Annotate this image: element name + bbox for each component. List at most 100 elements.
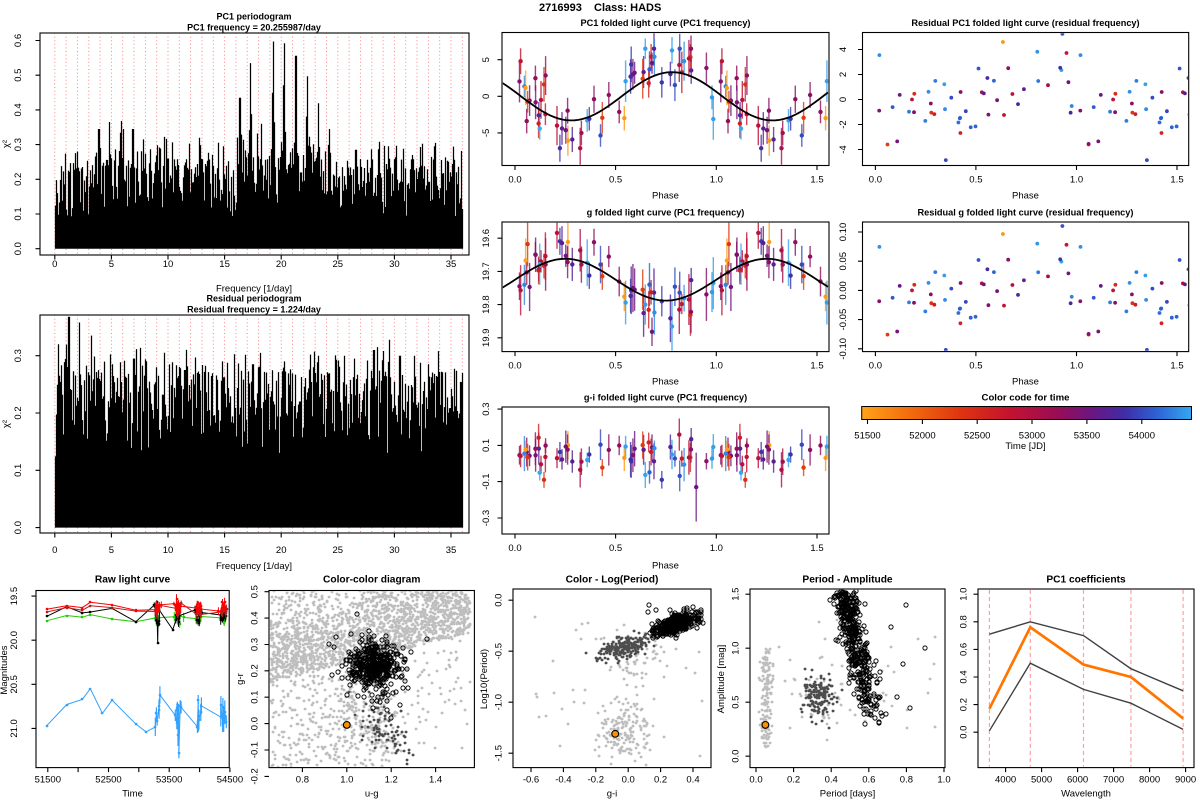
svg-text:0.0: 0.0	[508, 361, 521, 372]
svg-text:-0.4: -0.4	[555, 775, 571, 786]
svg-text:Color code for time: Color code for time	[982, 393, 1070, 404]
svg-text:PC1 folded light curve (PC1 fr: PC1 folded light curve (PC1 frequency)	[580, 18, 750, 28]
svg-text:1.4: 1.4	[429, 775, 442, 786]
svg-text:20: 20	[276, 259, 287, 270]
svg-text:Log10(Period): Log10(Period)	[479, 649, 490, 709]
svg-text:-1.0: -1.0	[494, 694, 505, 710]
svg-text:30: 30	[389, 259, 400, 270]
svg-text:0.05: 0.05	[838, 252, 849, 271]
svg-text:54500: 54500	[217, 775, 243, 786]
svg-text:0.2: 0.2	[13, 173, 24, 186]
svg-text:Raw light curve: Raw light curve	[95, 575, 171, 586]
svg-text:15: 15	[219, 545, 230, 556]
svg-text:0.00: 0.00	[838, 281, 849, 300]
svg-text:4: 4	[838, 47, 849, 52]
svg-text:19.8: 19.8	[481, 295, 492, 314]
svg-text:52500: 52500	[95, 775, 121, 786]
svg-text:0.8: 0.8	[900, 775, 913, 786]
svg-text:Phase: Phase	[652, 191, 679, 202]
svg-text:1.0: 1.0	[959, 588, 970, 601]
svg-text:Color - Log(Period): Color - Log(Period)	[566, 575, 659, 586]
svg-text:1.5: 1.5	[1170, 361, 1183, 372]
svg-text:0.4: 0.4	[250, 611, 261, 624]
svg-text:1.0: 1.0	[937, 775, 950, 786]
svg-text:0.2: 0.2	[787, 775, 800, 786]
svg-text:1.5: 1.5	[810, 543, 823, 554]
svg-text:Residual frequency = 1.224/day: Residual frequency = 1.224/day	[187, 305, 321, 315]
svg-text:-4: -4	[838, 145, 849, 153]
svg-text:-0.10: -0.10	[838, 338, 849, 360]
svg-text:g-r: g-r	[235, 673, 246, 685]
svg-text:0.8: 0.8	[296, 775, 309, 786]
svg-text:g-i: g-i	[607, 789, 618, 800]
svg-text:Amplitude [mag]: Amplitude [mag]	[716, 645, 727, 714]
svg-text:1.0: 1.0	[710, 543, 723, 554]
svg-text:0.0: 0.0	[508, 543, 521, 554]
svg-text:-0.2: -0.2	[250, 768, 261, 784]
svg-text:0.10: 0.10	[838, 223, 849, 242]
svg-text:1.5: 1.5	[810, 361, 823, 372]
svg-text:-0.6: -0.6	[523, 775, 539, 786]
svg-text:20.5: 20.5	[9, 675, 20, 694]
svg-text:PC1 coefficients: PC1 coefficients	[1046, 575, 1126, 586]
svg-text:0.1: 0.1	[250, 691, 261, 704]
svg-text:0.0: 0.0	[731, 750, 742, 763]
svg-text:1.0: 1.0	[1070, 175, 1083, 186]
svg-text:0.2: 0.2	[250, 664, 261, 677]
svg-text:PC1 frequency = 20.255987/day: PC1 frequency = 20.255987/day	[187, 23, 321, 33]
svg-text:0.4: 0.4	[959, 670, 970, 683]
svg-text:Residual g folded light curve: Residual g folded light curve (residual …	[918, 208, 1134, 218]
svg-text:0.0: 0.0	[622, 775, 635, 786]
svg-text:Residual PC1 folded light curv: Residual PC1 folded light curve (residua…	[911, 18, 1139, 28]
svg-text:19.6: 19.6	[481, 229, 492, 248]
svg-text:-0.05: -0.05	[838, 309, 849, 331]
svg-text:0.5: 0.5	[969, 361, 982, 372]
svg-text:1.5: 1.5	[1170, 175, 1183, 186]
svg-text:Phase: Phase	[652, 377, 679, 388]
svg-text:1.0: 1.0	[710, 175, 723, 186]
svg-text:-0.2: -0.2	[588, 775, 604, 786]
svg-text:35: 35	[446, 259, 457, 270]
svg-text:5000: 5000	[1031, 775, 1052, 786]
svg-text:Phase: Phase	[652, 561, 679, 572]
svg-text:0.4: 0.4	[686, 775, 699, 786]
svg-text:Phase: Phase	[1012, 191, 1039, 202]
svg-text:Phase: Phase	[1012, 377, 1039, 388]
svg-text:4000: 4000	[995, 775, 1016, 786]
svg-text:0.5: 0.5	[969, 175, 982, 186]
svg-text:10: 10	[163, 259, 174, 270]
svg-text:-0.5: -0.5	[494, 643, 505, 659]
svg-text:1.0: 1.0	[710, 361, 723, 372]
svg-text:5: 5	[109, 545, 114, 556]
svg-text:0.0: 0.0	[508, 175, 521, 186]
svg-text:25: 25	[333, 259, 344, 270]
svg-text:-0.1: -0.1	[250, 742, 261, 758]
svg-text:6000: 6000	[1067, 775, 1088, 786]
svg-text:Frequency [1/day]: Frequency [1/day]	[216, 284, 292, 295]
svg-text:15: 15	[219, 259, 230, 270]
svg-text:Time [JD]: Time [JD]	[1005, 441, 1045, 452]
svg-text:0.2: 0.2	[654, 775, 667, 786]
svg-text:0.0: 0.0	[959, 726, 970, 739]
svg-text:0.0: 0.0	[13, 242, 24, 255]
svg-text:0.0: 0.0	[869, 175, 882, 186]
svg-text:-5: -5	[481, 129, 492, 137]
svg-text:2716993 Class: HADS: 2716993 Class: HADS	[539, 2, 661, 14]
svg-text:53000: 53000	[1019, 431, 1045, 442]
svg-text:1.0: 1.0	[731, 642, 742, 655]
svg-text:5: 5	[481, 57, 492, 62]
svg-text:1.0: 1.0	[340, 775, 353, 786]
svg-text:53500: 53500	[1074, 431, 1100, 442]
svg-text:0.3: 0.3	[13, 138, 24, 151]
svg-text:20.0: 20.0	[9, 631, 20, 650]
svg-text:0.1: 0.1	[13, 207, 24, 220]
svg-text:χ²: χ²	[1, 420, 12, 428]
svg-text:0.5: 0.5	[13, 69, 24, 82]
svg-text:Period - Amplitude: Period - Amplitude	[802, 575, 893, 586]
svg-text:0.8: 0.8	[959, 615, 970, 628]
svg-text:52000: 52000	[909, 431, 935, 442]
svg-text:1.2: 1.2	[385, 775, 398, 786]
svg-text:0.6: 0.6	[862, 775, 875, 786]
svg-text:25: 25	[333, 545, 344, 556]
svg-text:0.3: 0.3	[250, 638, 261, 651]
